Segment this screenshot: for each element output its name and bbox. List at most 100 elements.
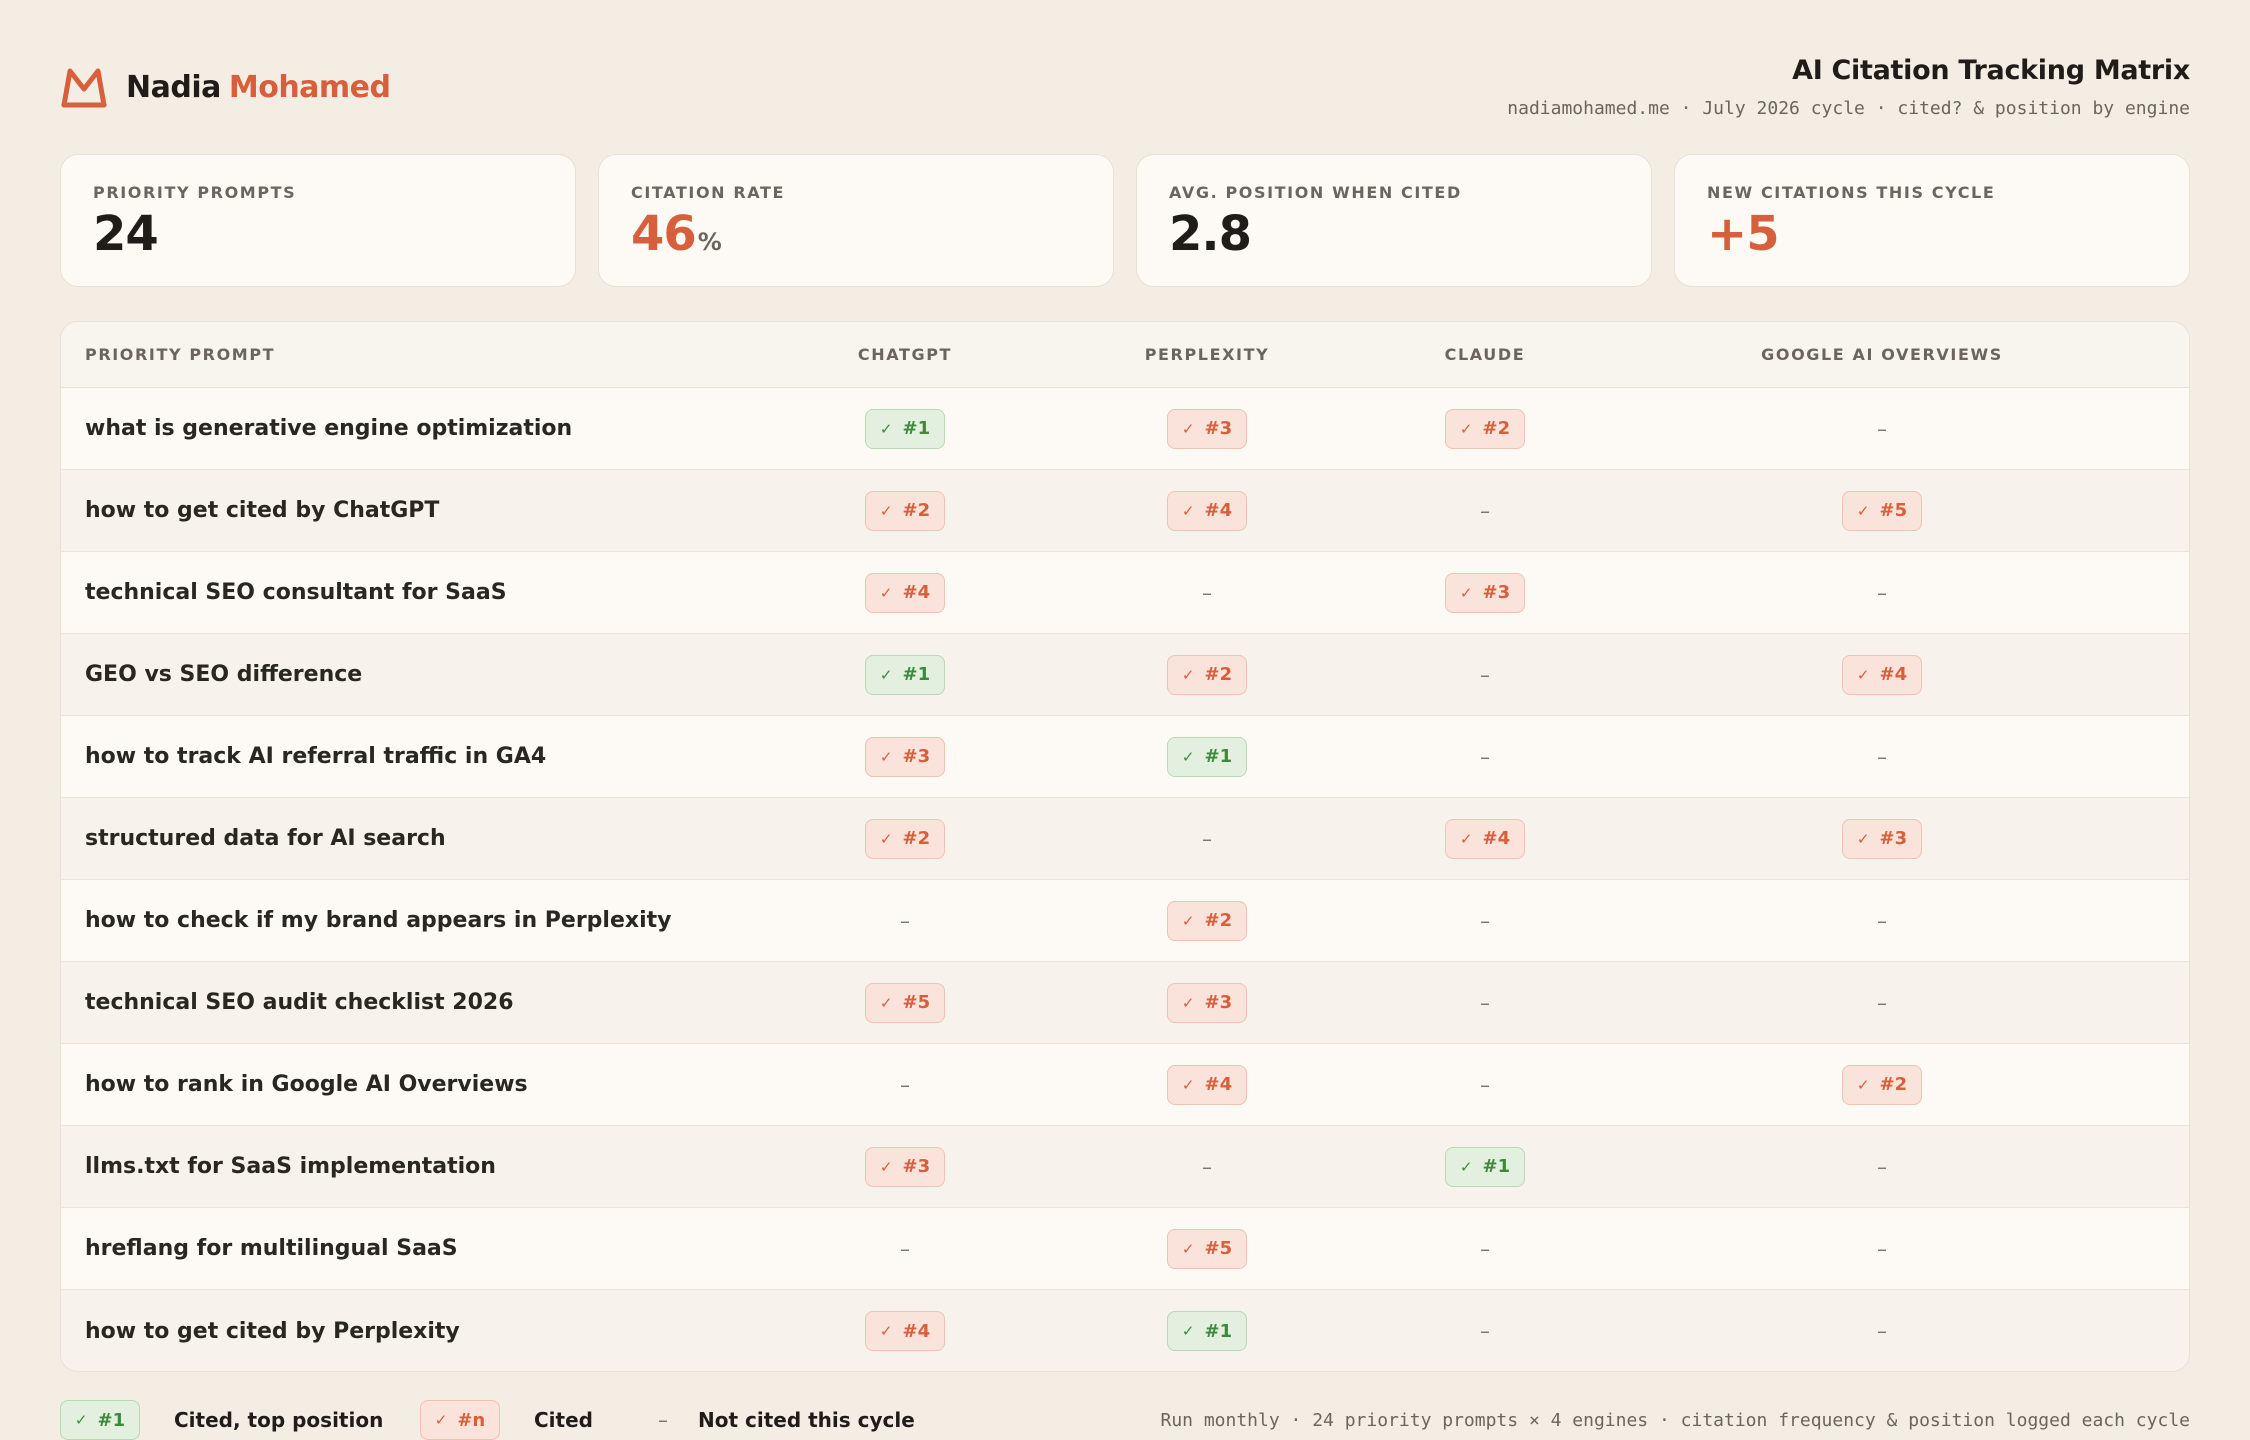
table-row[interactable]: how to rank in Google AI Overviews – ✓ #4 – ✓… xyxy=(61,1044,2189,1126)
legend-cited: ✓ #n Cited xyxy=(420,1400,593,1440)
citation-pill[interactable]: ✓ #3 xyxy=(1842,818,1922,859)
not-cited-dash: – xyxy=(900,1236,910,1261)
not-cited-dash: – xyxy=(1202,580,1212,605)
column-header-chatgpt[interactable]: CHATGPT xyxy=(857,345,953,364)
citation-pill-top[interactable]: ✓ #1 xyxy=(865,408,945,449)
legend-pill-top: ✓ #1 xyxy=(60,1400,140,1440)
citation-pill[interactable]: ✓ #3 xyxy=(865,736,945,777)
brand[interactable]: Nadia Mohamed xyxy=(60,65,391,109)
check-icon: ✓ xyxy=(1459,583,1473,602)
legend-top-position: ✓ #1 Cited, top position xyxy=(60,1400,383,1440)
brand-first-name: Nadia xyxy=(126,69,221,105)
legend-label: Cited xyxy=(534,1408,593,1432)
table-row[interactable]: how to track AI referral traffic in GA4 ✓… xyxy=(61,716,2189,798)
citation-pill[interactable]: ✓ #5 xyxy=(1167,1228,1247,1269)
cell-google-ai-overviews: ✓ #4 xyxy=(1622,654,2142,695)
citation-position: #1 xyxy=(1204,1320,1233,1342)
citation-pill[interactable]: ✓ #2 xyxy=(865,818,945,859)
citation-pill-top[interactable]: ✓ #1 xyxy=(1167,736,1247,777)
check-icon: ✓ xyxy=(1181,419,1195,438)
citation-pill[interactable]: ✓ #4 xyxy=(1167,1064,1247,1105)
table-row[interactable]: llms.txt for SaaS implementation ✓ #3 – ✓ #1 – xyxy=(61,1126,2189,1208)
check-icon: ✓ xyxy=(1181,747,1195,766)
cell-perplexity: ✓ #2 xyxy=(1057,654,1357,695)
citation-position: #3 xyxy=(902,1156,931,1177)
citation-position: #5 xyxy=(1879,500,1908,521)
check-icon: ✓ xyxy=(1459,419,1473,438)
citation-pill[interactable]: ✓ #2 xyxy=(1842,1064,1922,1105)
table-row[interactable]: how to check if my brand appears in Perp… xyxy=(61,880,2189,962)
citation-pill[interactable]: ✓ #4 xyxy=(1842,654,1922,695)
column-header-perplexity[interactable]: PERPLEXITY xyxy=(1144,345,1270,364)
citation-pill[interactable]: ✓ #3 xyxy=(1445,572,1525,613)
table-row[interactable]: technical SEO audit checklist 2026 ✓ #5 ✓ #3… xyxy=(61,962,2189,1044)
table-row[interactable]: structured data for AI search ✓ #2 – ✓ #4 ✓ #3 xyxy=(61,798,2189,880)
citation-pill[interactable]: ✓ #2 xyxy=(1167,654,1247,695)
check-icon: ✓ xyxy=(1181,911,1195,930)
citation-pill[interactable]: ✓ #4 xyxy=(1167,490,1247,531)
cell-google-ai-overviews: – xyxy=(1622,581,2142,605)
cell-google-ai-overviews: ✓ #3 xyxy=(1622,818,2142,859)
citation-position: #3 xyxy=(1204,992,1233,1013)
citation-pill[interactable]: ✓ #4 xyxy=(865,572,945,613)
citation-pill[interactable]: ✓ #4 xyxy=(865,1311,945,1351)
table-row[interactable]: GEO vs SEO difference ✓ #1 ✓ #2 – ✓ #4 xyxy=(61,634,2189,716)
cell-claude: – xyxy=(1342,909,1628,933)
citation-pill[interactable]: ✓ #2 xyxy=(865,490,945,531)
table-row[interactable]: hreflang for multilingual SaaS – ✓ #5 – – xyxy=(61,1208,2189,1290)
stat-label: PRIORITY PROMPTS xyxy=(93,183,297,202)
cell-claude: ✓ #2 xyxy=(1342,408,1628,449)
cell-perplexity: – xyxy=(1057,827,1357,851)
cell-google-ai-overviews: – xyxy=(1622,1237,2142,1261)
table-row[interactable]: how to get cited by Perplexity ✓ #4 ✓ #1 – – xyxy=(61,1290,2189,1371)
cell-chatgpt: ✓ #5 xyxy=(683,982,1127,1023)
citation-position: #5 xyxy=(902,992,931,1013)
citation-position: #3 xyxy=(1879,828,1908,849)
not-cited-dash: – xyxy=(1877,744,1887,769)
table-row[interactable]: what is generative engine optimization ✓ #… xyxy=(61,388,2189,470)
citation-position: #4 xyxy=(1204,500,1233,521)
cell-chatgpt: ✓ #3 xyxy=(683,1146,1127,1187)
citation-pill-top[interactable]: ✓ #1 xyxy=(1445,1146,1525,1187)
prompt-cell: hreflang for multilingual SaaS xyxy=(85,1236,458,1261)
citation-pill[interactable]: ✓ #5 xyxy=(865,982,945,1023)
column-header-prompt[interactable]: PRIORITY PROMPT xyxy=(85,345,276,364)
check-icon: ✓ xyxy=(1856,1075,1870,1094)
citation-pill[interactable]: ✓ #2 xyxy=(1445,408,1525,449)
table-row[interactable]: how to get cited by ChatGPT ✓ #2 ✓ #4 – ✓ #5 xyxy=(61,470,2189,552)
brand-last-name: Mohamed xyxy=(228,69,391,105)
citation-position: #5 xyxy=(1204,1238,1233,1259)
citation-pill[interactable]: ✓ #3 xyxy=(1167,982,1247,1023)
table-body: what is generative engine optimization ✓ #… xyxy=(61,388,2189,1371)
m-logo-icon xyxy=(61,68,107,108)
prompt-cell: how to get cited by ChatGPT xyxy=(85,498,440,523)
check-icon: ✓ xyxy=(1181,1239,1195,1258)
header-info: AI Citation Tracking Matrix nadiamohamed… xyxy=(1507,55,2190,119)
stat-number: +5 xyxy=(1707,206,1780,262)
stat-card-avg-position: AVG. POSITION WHEN CITED 2.8 xyxy=(1136,154,1652,287)
citation-pill[interactable]: ✓ #5 xyxy=(1842,490,1922,531)
citation-pill[interactable]: ✓ #2 xyxy=(1167,900,1247,941)
column-header-google-ai-overviews[interactable]: GOOGLE AI OVERVIEWS xyxy=(1761,345,2003,364)
prompt-cell: what is generative engine optimization xyxy=(85,416,573,441)
cell-chatgpt: ✓ #1 xyxy=(683,408,1127,449)
not-cited-dash: – xyxy=(1877,908,1887,933)
not-cited-dash: – xyxy=(1877,416,1887,441)
citation-pill-top[interactable]: ✓ #1 xyxy=(1167,1311,1247,1351)
citation-pill[interactable]: ✓ #3 xyxy=(1167,408,1247,449)
citation-pill[interactable]: ✓ #4 xyxy=(1445,818,1525,859)
not-cited-dash: – xyxy=(1480,908,1490,933)
citation-pill[interactable]: ✓ #3 xyxy=(865,1146,945,1187)
check-icon: ✓ xyxy=(879,1322,893,1340)
table-row[interactable]: technical SEO consultant for SaaS ✓ #4 – ✓ #3… xyxy=(61,552,2189,634)
stat-label: CITATION RATE xyxy=(631,183,786,202)
citation-pill-top[interactable]: ✓ #1 xyxy=(865,654,945,695)
not-cited-dash: – xyxy=(900,1072,910,1097)
check-icon: ✓ xyxy=(1181,1322,1195,1340)
cell-google-ai-overviews: ✓ #5 xyxy=(1622,490,2142,531)
column-header-claude[interactable]: CLAUDE xyxy=(1444,345,1526,364)
stat-label: NEW CITATIONS THIS CYCLE xyxy=(1707,183,1996,202)
not-cited-dash: – xyxy=(1480,1236,1490,1261)
cell-chatgpt: – xyxy=(683,1073,1127,1097)
citation-position: #2 xyxy=(1879,1074,1908,1095)
